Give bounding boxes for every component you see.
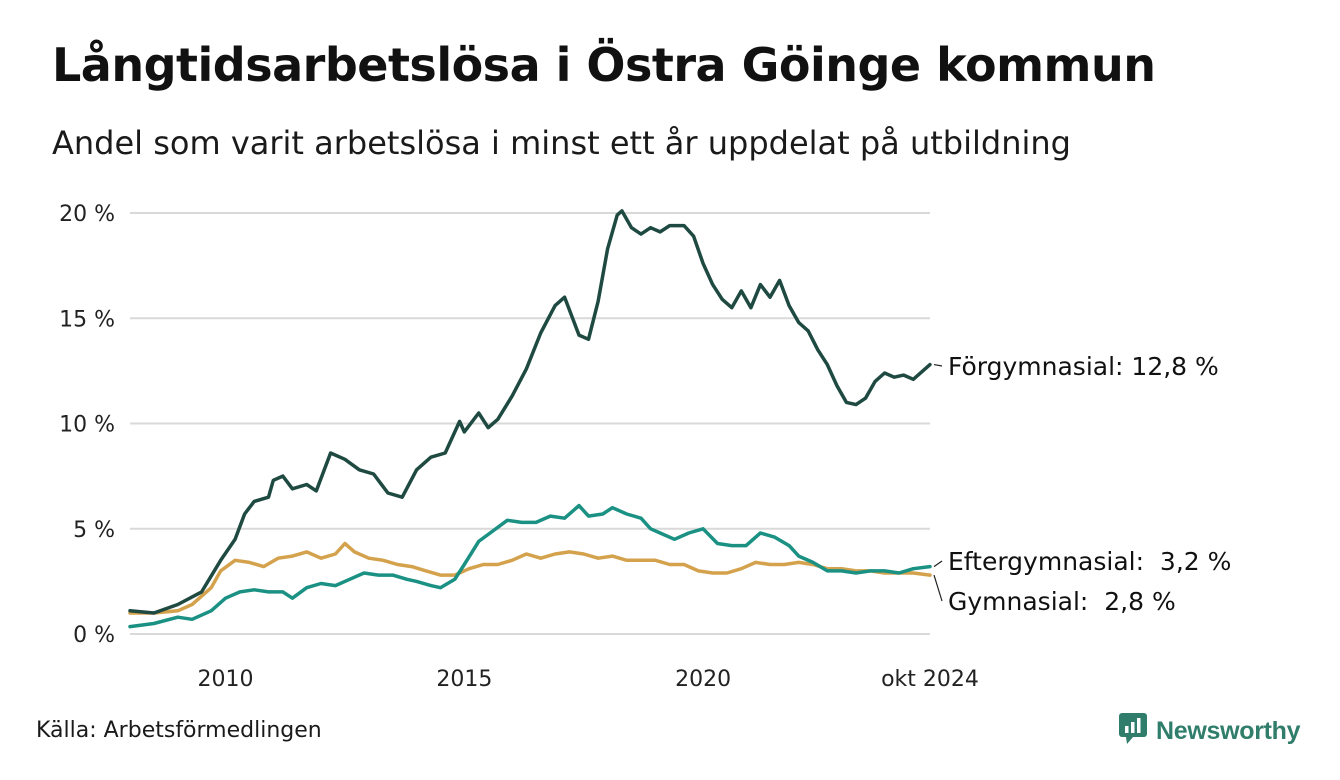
- source-note: Källa: Arbetsförmedlingen: [36, 718, 322, 743]
- series-end-label-eftergymnasial: Eftergymnasial: 3,2 %: [948, 547, 1231, 576]
- y-tick-label: 20 %: [59, 202, 115, 227]
- series-end-labels: Förgymnasial: 12,8 % Eftergymnasial: 3,2 …: [933, 352, 1231, 616]
- y-tick-label: 0 %: [73, 623, 115, 648]
- x-axis-ticks: 2010 2015 2020 okt 2024: [198, 667, 979, 692]
- series-line-förgymnasial: [128, 209, 932, 615]
- y-tick-label: 15 %: [59, 307, 115, 332]
- label-connector: [933, 574, 943, 602]
- x-tick-label: 2010: [198, 667, 254, 692]
- y-tick-label: 10 %: [59, 413, 115, 438]
- x-tick-label: 2015: [436, 667, 492, 692]
- chart-title: Långtidsarbetslösa i Östra Göinge kommun: [52, 38, 1156, 92]
- series-line-eftergymnasial: [128, 503, 932, 629]
- chart-subtitle: Andel som varit arbetslösa i minst ett å…: [52, 124, 1071, 162]
- y-axis-ticks: 0 % 5 % 10 % 15 % 20 %: [59, 202, 115, 648]
- label-connector: [933, 363, 943, 367]
- series-lines: [128, 209, 932, 629]
- y-tick-label: 5 %: [73, 518, 115, 543]
- series-line-gymnasial: [128, 541, 932, 615]
- brand-name: Newsworthy: [1156, 716, 1301, 745]
- newsworthy-logo-icon: [1118, 712, 1148, 750]
- line-chart: 0 %5 %10 %15 %20 % 2010 2015 2020 okt 2024 …: [59, 202, 1231, 692]
- series-end-label-gymnasial: Gymnasial: 2,8 %: [948, 587, 1176, 616]
- x-tick-label: okt 2024: [881, 667, 979, 692]
- brand-logo: Newsworthy: [1118, 712, 1301, 750]
- series-end-label-förgymnasial: Förgymnasial: 12,8 %: [948, 352, 1219, 381]
- y-gridlines: [130, 212, 930, 635]
- x-tick-label: 2020: [675, 667, 731, 692]
- label-connector: [933, 560, 943, 568]
